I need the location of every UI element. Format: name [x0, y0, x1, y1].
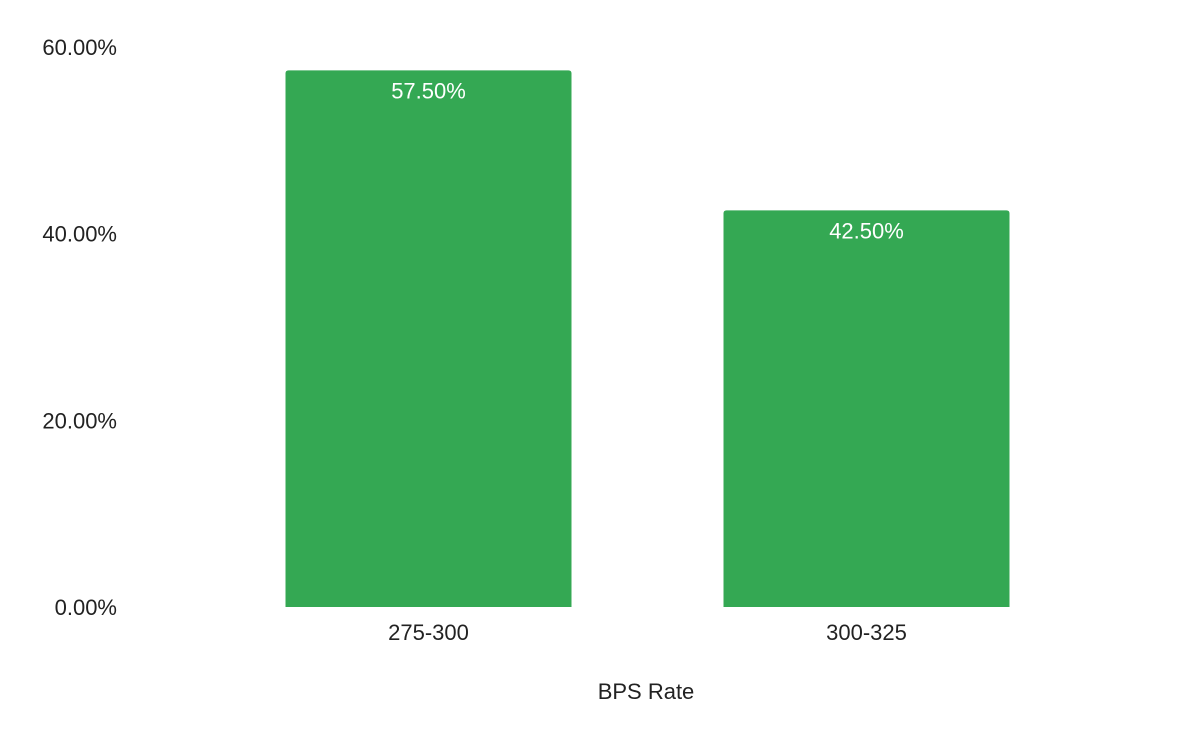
y-tick-label: 40.00% [42, 222, 117, 247]
bar-data-label: 57.50% [391, 78, 466, 103]
x-axis-ticks: 275-300 300-325 [388, 620, 907, 645]
y-tick-label: 0.00% [55, 595, 117, 620]
y-axis-ticks: 0.00% 20.00% 40.00% 60.00% [42, 35, 117, 620]
bar [723, 210, 1010, 608]
bars-group: 57.50% 42.50% [285, 70, 1010, 608]
bar-data-label: 42.50% [829, 218, 904, 243]
x-tick-label: 275-300 [388, 620, 469, 645]
x-axis-title: BPS Rate [598, 679, 695, 704]
bar [285, 70, 572, 608]
y-tick-label: 60.00% [42, 35, 117, 60]
y-tick-label: 20.00% [42, 408, 117, 433]
x-tick-label: 300-325 [826, 620, 907, 645]
